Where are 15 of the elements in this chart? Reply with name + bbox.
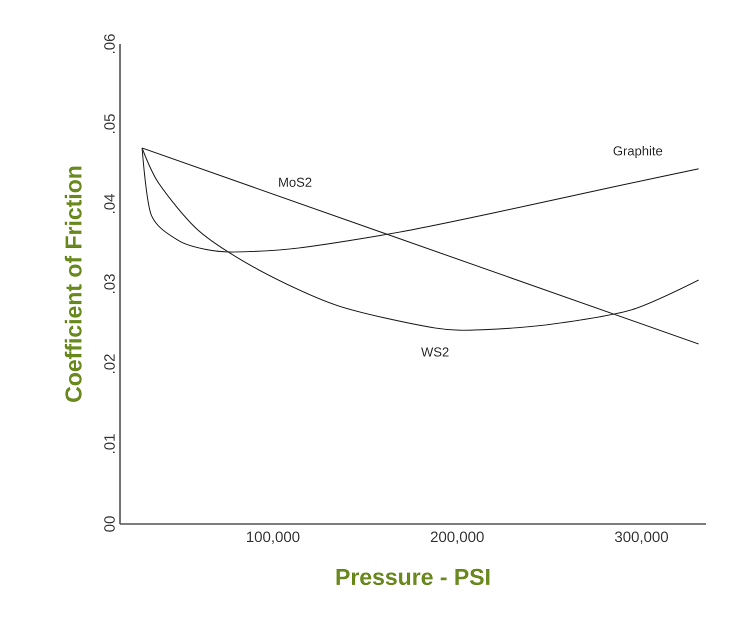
x-axis-title: Pressure - PSI xyxy=(336,568,490,586)
y-tick-label: .03 xyxy=(104,274,115,294)
series-label: MoS2 xyxy=(279,178,312,187)
y-tick-label: .02 xyxy=(104,354,115,374)
y-tick-label: .06 xyxy=(104,34,115,54)
y-tick-label: .05 xyxy=(104,114,115,134)
y-tick-label: 00 xyxy=(104,516,115,532)
x-tick-label: 200,000 xyxy=(430,532,484,544)
x-tick-label: 300,000 xyxy=(614,532,668,544)
x-tick-label: 100,000 xyxy=(246,532,300,544)
y-tick-label: .01 xyxy=(104,434,115,454)
series-label: Graphite xyxy=(614,146,662,158)
y-tick-label: .04 xyxy=(104,194,115,214)
series-label: WS2 xyxy=(421,347,449,357)
y-axis-title: Coefficient of Friction xyxy=(64,166,82,402)
